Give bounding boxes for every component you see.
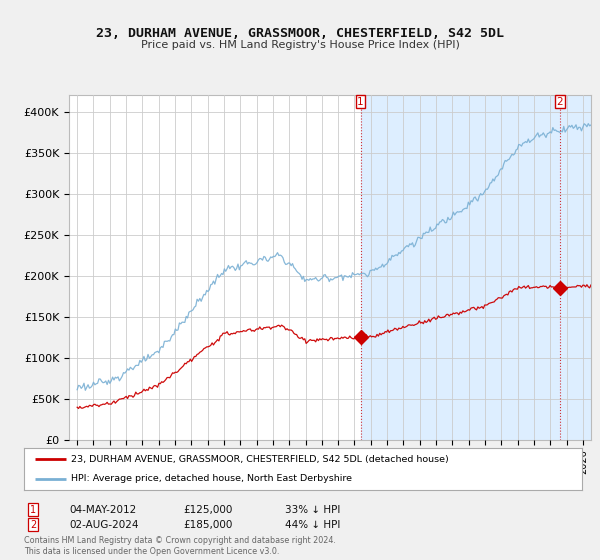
- Bar: [560, 95, 591, 440]
- Text: 1: 1: [30, 505, 36, 515]
- Text: £185,000: £185,000: [183, 520, 232, 530]
- Text: 33% ↓ HPI: 33% ↓ HPI: [285, 505, 340, 515]
- Text: 1: 1: [357, 97, 364, 107]
- Text: Price paid vs. HM Land Registry's House Price Index (HPI): Price paid vs. HM Land Registry's House …: [140, 40, 460, 50]
- Text: 44% ↓ HPI: 44% ↓ HPI: [285, 520, 340, 530]
- Text: £125,000: £125,000: [183, 505, 232, 515]
- Text: HPI: Average price, detached house, North East Derbyshire: HPI: Average price, detached house, Nort…: [71, 474, 352, 483]
- Text: 2: 2: [556, 97, 563, 107]
- Text: 23, DURHAM AVENUE, GRASSMOOR, CHESTERFIELD, S42 5DL: 23, DURHAM AVENUE, GRASSMOOR, CHESTERFIE…: [96, 27, 504, 40]
- Text: 04-MAY-2012: 04-MAY-2012: [69, 505, 136, 515]
- Text: Contains HM Land Registry data © Crown copyright and database right 2024.
This d: Contains HM Land Registry data © Crown c…: [24, 536, 336, 556]
- Text: 2: 2: [30, 520, 36, 530]
- Bar: [361, 95, 591, 440]
- Text: 02-AUG-2024: 02-AUG-2024: [69, 520, 139, 530]
- Text: 23, DURHAM AVENUE, GRASSMOOR, CHESTERFIELD, S42 5DL (detached house): 23, DURHAM AVENUE, GRASSMOOR, CHESTERFIE…: [71, 455, 449, 464]
